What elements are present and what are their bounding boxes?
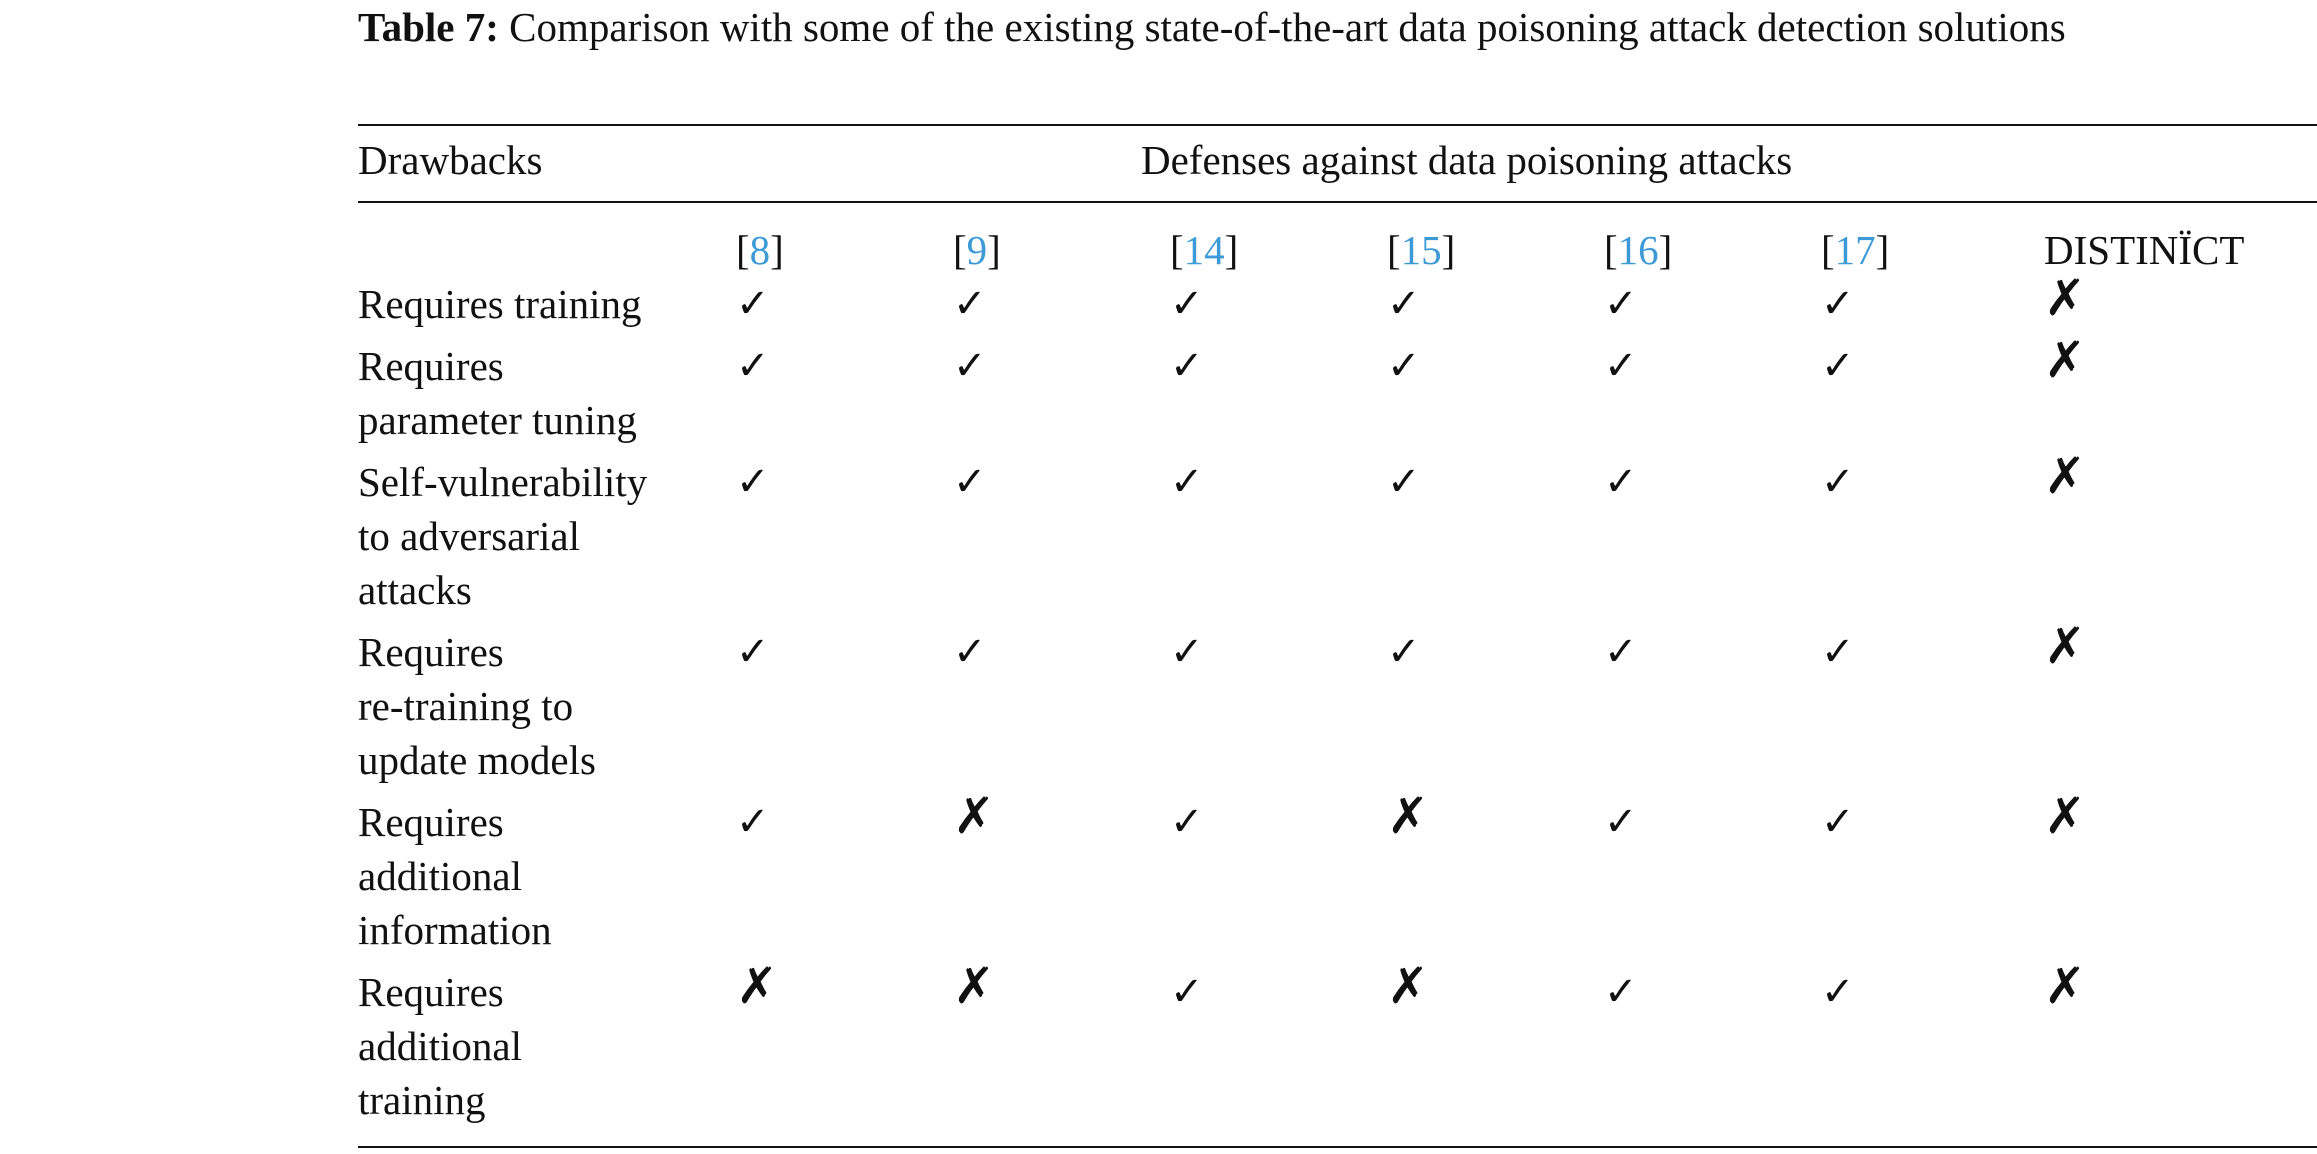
- checkmark-icon: ✓: [1387, 459, 1421, 505]
- checkmark-icon: ✓: [1821, 343, 1855, 389]
- cross-icon: ✗: [1387, 957, 1429, 1015]
- checkmark-icon: ✓: [736, 459, 770, 505]
- checkmark-icon: ✓: [1821, 629, 1855, 675]
- cross-icon: ✗: [1387, 787, 1429, 845]
- checkmark-icon: ✓: [953, 281, 987, 327]
- checkmark-icon: ✓: [953, 343, 987, 389]
- row-label-line: parameter tuning: [358, 397, 637, 443]
- row-label-line: Requires: [358, 343, 504, 389]
- citation-link[interactable]: 14: [1183, 227, 1225, 273]
- checkmark-icon: ✓: [1821, 281, 1855, 327]
- row-label-line: Requires training: [358, 281, 642, 327]
- cross-icon: ✗: [953, 787, 995, 845]
- cross-icon: ✗: [2044, 331, 2086, 389]
- checkmark-icon: ✓: [1604, 629, 1638, 675]
- column-header-ref-8[interactable]: [8]: [736, 227, 784, 273]
- checkmark-icon: ✓: [953, 629, 987, 675]
- checkmark-icon: ✓: [736, 281, 770, 327]
- checkmark-icon: ✓: [953, 459, 987, 505]
- citation-link[interactable]: 16: [1617, 227, 1659, 273]
- table-caption: Table 7: Comparison with some of the exi…: [358, 0, 2316, 54]
- row-label: Requires re-training to update models: [358, 625, 708, 787]
- bottom-rule: [358, 1146, 2317, 1148]
- row-label-line: Self-vulnerability: [358, 459, 648, 505]
- row-label: Self-vulnerability to adversarial attacks: [358, 455, 708, 617]
- column-header-distinct: DISTINÏCT: [2044, 227, 2245, 273]
- column-header-ref-14[interactable]: [14]: [1170, 227, 1239, 273]
- checkmark-icon: ✓: [1604, 969, 1638, 1015]
- checkmark-icon: ✓: [1604, 281, 1638, 327]
- checkmark-icon: ✓: [736, 799, 770, 845]
- checkmark-icon: ✓: [736, 343, 770, 389]
- citation-link[interactable]: 15: [1400, 227, 1442, 273]
- mid-rule: [358, 201, 2317, 203]
- row-label-line: additional: [358, 1023, 522, 1069]
- row-label-line: additional: [358, 853, 522, 899]
- row-label-line: Requires: [358, 799, 504, 845]
- row-label: Requires additional information: [358, 795, 708, 957]
- checkmark-icon: ✓: [1604, 799, 1638, 845]
- citation-link[interactable]: 9: [966, 227, 988, 273]
- citation-link[interactable]: 8: [749, 227, 771, 273]
- checkmark-icon: ✓: [1170, 459, 1204, 505]
- cross-icon: ✗: [2044, 447, 2086, 505]
- row-label-line: Requires: [358, 629, 504, 675]
- row-label-line: Requires: [358, 969, 504, 1015]
- cross-icon: ✗: [2044, 957, 2086, 1015]
- checkmark-icon: ✓: [736, 629, 770, 675]
- citation-link[interactable]: 17: [1834, 227, 1876, 273]
- checkmark-icon: ✓: [1387, 343, 1421, 389]
- cross-icon: ✗: [2044, 787, 2086, 845]
- row-label: Requires training: [358, 277, 708, 331]
- cross-icon: ✗: [736, 957, 778, 1015]
- cross-icon: ✗: [953, 957, 995, 1015]
- row-label: Requires parameter tuning: [358, 339, 708, 447]
- checkmark-icon: ✓: [1821, 969, 1855, 1015]
- checkmark-icon: ✓: [1821, 459, 1855, 505]
- column-header-ref-16[interactable]: [16]: [1604, 227, 1673, 273]
- checkmark-icon: ✓: [1170, 343, 1204, 389]
- table-label: Table 7:: [358, 4, 499, 50]
- row-label-line: information: [358, 907, 552, 953]
- column-header-ref-17[interactable]: [17]: [1821, 227, 1890, 273]
- checkmark-icon: ✓: [1821, 799, 1855, 845]
- row-header: Drawbacks: [358, 137, 543, 183]
- checkmark-icon: ✓: [1170, 799, 1204, 845]
- column-header-ref-15[interactable]: [15]: [1387, 227, 1456, 273]
- checkmark-icon: ✓: [1387, 629, 1421, 675]
- row-label: Requires additional training: [358, 965, 708, 1127]
- checkmark-icon: ✓: [1170, 629, 1204, 675]
- checkmark-icon: ✓: [1170, 969, 1204, 1015]
- cross-icon: ✗: [2044, 617, 2086, 675]
- group-header: Defenses against data poisoning attacks: [1141, 137, 1793, 183]
- row-label-line: update models: [358, 737, 596, 783]
- column-header-ref-9[interactable]: [9]: [953, 227, 1001, 273]
- caption-text: Comparison with some of the existing sta…: [509, 4, 2066, 50]
- row-label-line: training: [358, 1077, 486, 1123]
- checkmark-icon: ✓: [1170, 281, 1204, 327]
- cross-icon: ✗: [2044, 269, 2086, 327]
- row-label-line: to adversarial: [358, 513, 580, 559]
- row-label-line: attacks: [358, 567, 472, 613]
- checkmark-icon: ✓: [1604, 459, 1638, 505]
- checkmark-icon: ✓: [1604, 343, 1638, 389]
- checkmark-icon: ✓: [1387, 281, 1421, 327]
- top-rule: [358, 124, 2317, 126]
- row-label-line: re-training to: [358, 683, 574, 729]
